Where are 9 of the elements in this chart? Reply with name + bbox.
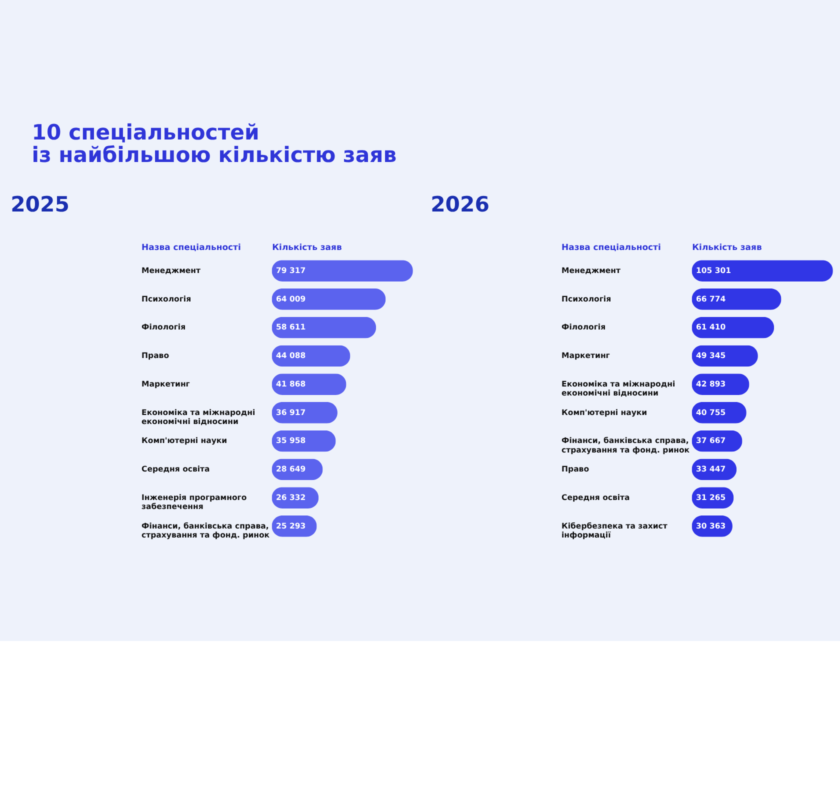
text: 2025: [10, 191, 70, 216]
x-axis-title: Кількість заяв: [272, 242, 342, 252]
bar: [272, 260, 413, 282]
text: 2026: [430, 191, 490, 216]
text: 10 спеціальностей із найбільшою кількістю заяв: [32, 119, 397, 168]
y-axis-title: Назва спеціальності: [562, 242, 661, 252]
bar: [692, 260, 833, 282]
x-axis-title: Кількість заяв: [692, 242, 762, 252]
y-axis-title: Назва спеціальності: [142, 242, 241, 252]
